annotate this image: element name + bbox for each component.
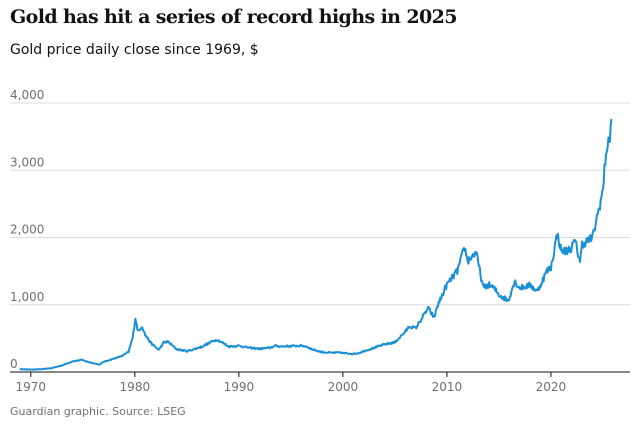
source-note: Guardian graphic. Source: LSEG: [10, 405, 186, 418]
y-tick-label-1000: 1,000: [10, 290, 44, 304]
y-tick-label-3000: 3,000: [10, 155, 44, 169]
chart-title: Gold has hit a series of record highs in…: [10, 6, 458, 28]
y-tick-label-0: 0: [10, 357, 18, 371]
x-tick-label-2020: 2020: [536, 380, 567, 394]
x-tick-label-1970: 1970: [16, 380, 47, 394]
series-lines: [19, 118, 613, 371]
x-tick-label-2000: 2000: [328, 380, 359, 394]
y-tick-label-2000: 2,000: [10, 223, 44, 237]
x-tick-label-2010: 2010: [432, 380, 463, 394]
x-axis: [10, 371, 630, 377]
x-axis-tick-labels: 1970 1980 1990 2000 2010 2020: [16, 380, 567, 394]
y-gridlines: [10, 102, 630, 306]
x-tick-label-1980: 1980: [120, 380, 151, 394]
x-tick-label-1990: 1990: [224, 380, 255, 394]
y-axis-tick-labels: 0 1,000 2,000 3,000 4,000: [10, 88, 44, 371]
chart-subtitle: Gold price daily close since 1969, $: [10, 42, 259, 58]
y-tick-label-4000: 4,000: [10, 88, 44, 102]
series-line-gold-price: [19, 118, 613, 371]
